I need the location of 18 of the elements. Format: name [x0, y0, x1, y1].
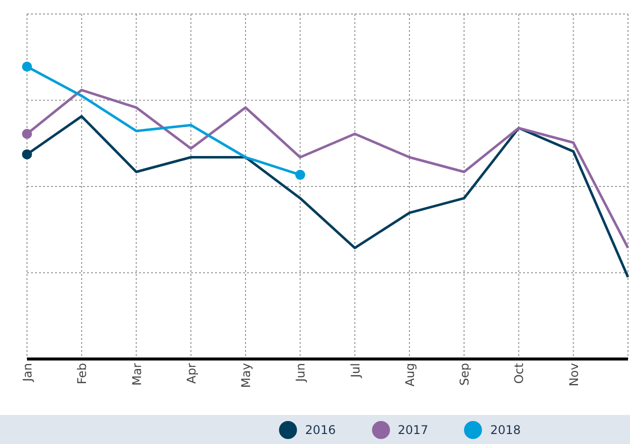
point [22, 149, 32, 160]
x-tick-label: Nov [566, 363, 581, 386]
point [22, 128, 32, 139]
x-tick-label: Jul [348, 363, 362, 378]
point [295, 170, 306, 180]
legend-label: 2017 [398, 422, 428, 436]
x-tick-label: Oct [512, 362, 526, 384]
point [22, 62, 32, 72]
legend-label: 2016 [305, 422, 336, 436]
x-tick-label: Feb [75, 363, 90, 384]
x-tick-label: Apr [184, 362, 198, 384]
x-tick-label: Jun [294, 363, 308, 383]
x-tick-label: May [239, 363, 254, 388]
x-tick-label: Aug [402, 363, 417, 386]
x-tick-label: Sep [458, 363, 472, 386]
x-tick-label: Jan [20, 363, 35, 382]
legend-label: 2018 [490, 422, 521, 436]
x-tick-label: Mar [130, 362, 144, 386]
